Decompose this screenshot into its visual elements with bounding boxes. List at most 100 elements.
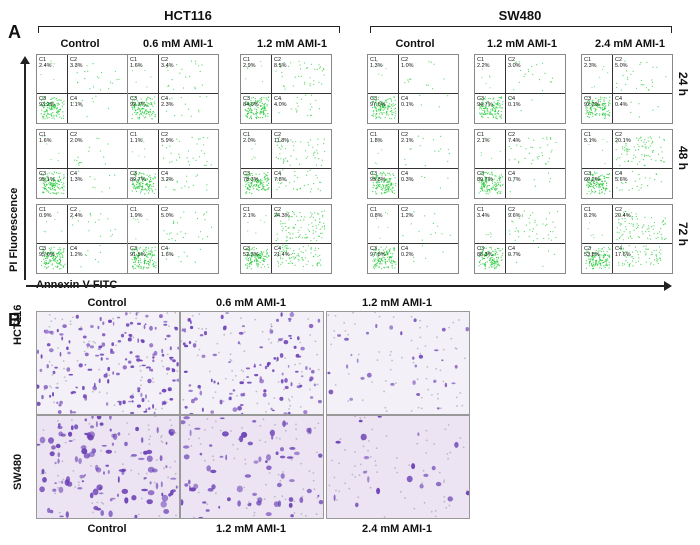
flow-plot: C1 2.4% C2 3.3% C3 93.2% C4 1.1% [36,54,128,124]
quadrant-name: C4 [508,246,516,252]
quadrant-name: C2 [615,57,623,63]
quadrant-gate-vertical [398,130,399,198]
time-label-48h: 48 h [676,146,690,171]
quadrant-name: C1 [370,207,378,213]
flow-plot: C1 1.6% C2 3.4% C3 92.7% C4 2.3% [127,54,219,124]
quadrant-value-c3: 91.5% [130,252,146,258]
quadrant-name: C1 [39,207,47,213]
flow-plot: C1 2.1% C2 24.3% C3 52.2% C4 21.4% [240,204,332,274]
quadrant-name: C3 [130,246,138,252]
quadrant-value-c3: 53.8% [584,252,600,258]
quadrant-name: C4 [274,171,282,177]
quadrant-gate-horizontal [37,168,127,169]
quadrant-value-c3: 84.6% [243,102,259,108]
col-title-hct116-control: Control [60,38,100,50]
b-bottom-title-2-4: 2.4 mM AMI-1 [362,523,432,535]
quadrant-name: C1 [370,57,378,63]
quadrant-value-c2: 20.4% [615,213,631,219]
group-title-hct116: HCT116 [164,8,212,23]
quadrant-value-c1: 2.4% [39,63,52,69]
quadrant-name: C1 [130,57,138,63]
quadrant-value-c2: 20.1% [615,138,631,144]
quadrant-gate-vertical [612,205,613,273]
quadrant-value-c2: 5.0% [615,63,628,69]
flow-plot: C1 0.8% C2 1.2% C3 97.8% C4 0.2% [367,204,459,274]
quadrant-name: C2 [274,57,282,63]
migration-micrograph [326,415,470,519]
quadrant-gate-horizontal [241,243,331,244]
quadrant-value-c2: 5.0% [161,213,174,219]
quadrant-name: C2 [161,132,169,138]
quadrant-name: C1 [243,57,251,63]
flow-plot: C1 2.2% C2 3.0% C3 94.7% C4 0.1% [474,54,566,124]
quadrant-name: C3 [243,96,251,102]
quadrant-gate-horizontal [37,243,127,244]
flow-plot: C1 2.0% C2 11.8% C3 78.3% C4 7.8% [240,129,332,199]
quadrant-value-c3: 86.3% [477,252,493,258]
migration-micrograph [180,311,324,415]
quadrant-value-c4: 17.6% [615,252,631,258]
quadrant-name: C4 [615,96,623,102]
quadrant-value-c2: 1.0% [401,63,414,69]
quadrant-name: C4 [274,96,282,102]
quadrant-name: C2 [401,132,409,138]
quadrant-value-c1: 8.2% [584,213,597,219]
x-axis-arrow-line [26,285,666,287]
quadrant-name: C4 [161,171,169,177]
migration-micrograph [36,311,180,415]
quadrant-name: C3 [477,171,485,177]
quadrant-name: C3 [584,171,592,177]
quadrant-value-c2: 11.8% [274,138,290,144]
quadrant-value-c3: 95.6% [39,252,55,258]
b-bottom-title-control: Control [87,523,127,535]
quadrant-value-c2: 3.0% [508,63,521,69]
quadrant-value-c2: 8.5% [274,63,287,69]
quadrant-value-c1: 0.8% [370,213,383,219]
quadrant-value-c2: 5.9% [161,138,174,144]
quadrant-name: C3 [477,246,485,252]
quadrant-value-c4: 0.2% [401,252,414,258]
quadrant-value-c4: 0.7% [508,177,521,183]
quadrant-value-c3: 89.7% [477,177,493,183]
quadrant-name: C1 [39,57,47,63]
quadrant-gate-vertical [158,205,159,273]
b-row-label-hct116: HCT116 [12,304,24,345]
quadrant-value-c4: 1.1% [70,102,83,108]
quadrant-value-c4: 5.6% [615,177,628,183]
quadrant-gate-horizontal [241,93,331,94]
quadrant-value-c2: 7.4% [508,138,521,144]
quadrant-name: C3 [130,171,138,177]
quadrant-value-c3: 52.2% [243,252,259,258]
quadrant-value-c4: 3.2% [161,177,174,183]
quadrant-name: C4 [508,171,516,177]
quadrant-name: C3 [243,171,251,177]
quadrant-name: C3 [39,96,47,102]
quadrant-name: C2 [70,132,78,138]
quadrant-name: C3 [584,96,592,102]
col-title-sw480-control: Control [395,38,435,50]
quadrant-name: C2 [70,57,78,63]
quadrant-name: C2 [615,207,623,213]
quadrant-name: C1 [477,132,485,138]
quadrant-name: C4 [70,246,78,252]
quadrant-gate-horizontal [128,168,218,169]
quadrant-gate-vertical [398,205,399,273]
quadrant-gate-horizontal [241,168,331,169]
flow-plot: C1 5.1% C2 20.1% C3 69.2% C4 5.6% [581,129,673,199]
quadrant-name: C4 [401,96,409,102]
quadrant-value-c1: 1.6% [39,138,52,144]
quadrant-name: C3 [477,96,485,102]
quadrant-value-c3: 92.2% [584,102,600,108]
quadrant-value-c1: 2.3% [584,63,597,69]
flow-plot: C1 0.9% C2 2.4% C3 95.6% C4 1.2% [36,204,128,274]
quadrant-gate-horizontal [475,93,565,94]
quadrant-value-c1: 2.1% [243,213,256,219]
quadrant-gate-horizontal [368,168,458,169]
quadrant-gate-horizontal [128,243,218,244]
migration-micrograph [180,415,324,519]
time-label-24h: 24 h [676,72,690,97]
quadrant-name: C1 [584,57,592,63]
quadrant-value-c4: 1.3% [70,177,83,183]
quadrant-name: C1 [584,207,592,213]
quadrant-value-c2: 24.3% [274,213,290,219]
